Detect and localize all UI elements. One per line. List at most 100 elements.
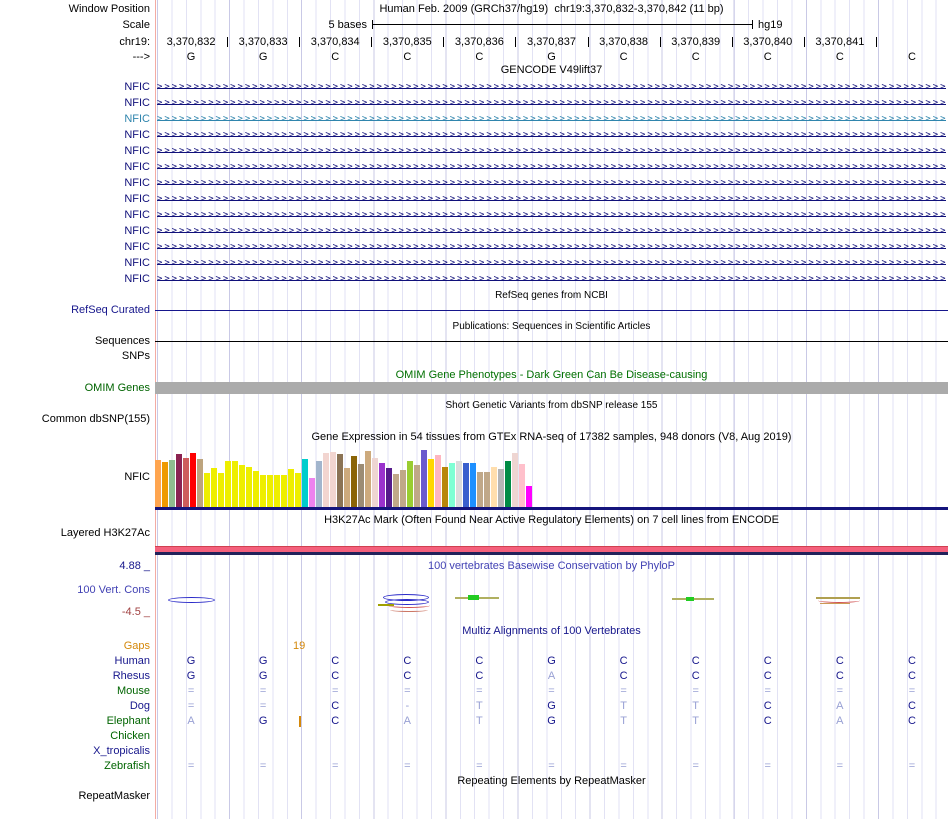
gencode-gene-label[interactable]: NFIC <box>124 97 150 109</box>
gtex-tissue-bar[interactable] <box>435 455 441 508</box>
gencode-gene-label[interactable]: NFIC <box>124 225 150 237</box>
gtex-tissue-bar[interactable] <box>351 456 357 508</box>
gtex-tissue-bar[interactable] <box>414 465 420 508</box>
gtex-tissue-bar[interactable] <box>491 467 497 508</box>
gencode-gene-label[interactable]: NFIC <box>124 129 150 141</box>
sequences-label[interactable]: Sequences <box>94 335 150 347</box>
gtex-tissue-bar[interactable] <box>449 463 455 508</box>
gtex-tissue-bar[interactable] <box>400 470 406 508</box>
repeatmasker-label[interactable]: RepeatMasker <box>78 790 150 802</box>
gencode-transcript-row[interactable]: >>>>>>>>>>>>>>>>>>>>>>>>>>>>>>>>>>>>>>>>… <box>157 241 946 255</box>
gtex-tissue-bar[interactable] <box>274 475 280 508</box>
gtex-tissue-bar[interactable] <box>477 472 483 508</box>
gtex-tissue-bar[interactable] <box>309 478 315 508</box>
gencode-gene-label[interactable]: NFIC <box>124 81 150 93</box>
gtex-tissue-bar[interactable] <box>463 463 469 508</box>
gtex-tissue-bar[interactable] <box>337 454 343 508</box>
multiz-species-label[interactable]: Chicken <box>110 730 150 742</box>
gencode-transcript-row[interactable]: >>>>>>>>>>>>>>>>>>>>>>>>>>>>>>>>>>>>>>>>… <box>157 145 946 159</box>
gtex-tissue-bar[interactable] <box>526 486 532 508</box>
gtex-tissue-bar[interactable] <box>155 460 161 508</box>
gencode-gene-label[interactable]: NFIC <box>124 209 150 221</box>
gencode-gene-label[interactable]: NFIC <box>124 177 150 189</box>
gtex-tissue-bar[interactable] <box>239 465 245 508</box>
gtex-tissue-bar[interactable] <box>218 473 224 508</box>
gencode-gene-label[interactable]: NFIC <box>124 257 150 269</box>
multiz-gaps-label[interactable]: Gaps <box>123 640 150 652</box>
gtex-tissue-bar[interactable] <box>204 473 210 508</box>
gtex-gene-label[interactable]: NFIC <box>124 471 150 483</box>
gtex-tissue-bar[interactable] <box>267 475 273 508</box>
gtex-tissue-bar[interactable] <box>176 454 182 508</box>
gtex-tissue-bar[interactable] <box>456 461 462 508</box>
gtex-tissue-bar[interactable] <box>323 453 329 508</box>
gtex-tissue-bar[interactable] <box>344 468 350 508</box>
conservation-label[interactable]: 100 Vert. Cons <box>77 584 150 596</box>
gencode-transcript-row[interactable]: >>>>>>>>>>>>>>>>>>>>>>>>>>>>>>>>>>>>>>>>… <box>157 113 946 127</box>
gtex-tissue-bar[interactable] <box>512 453 518 508</box>
multiz-species-label[interactable]: Mouse <box>116 685 150 697</box>
gencode-transcript-row[interactable]: >>>>>>>>>>>>>>>>>>>>>>>>>>>>>>>>>>>>>>>>… <box>157 97 946 111</box>
gtex-tissue-bar[interactable] <box>386 468 392 508</box>
gtex-tissue-bar[interactable] <box>358 464 364 508</box>
gtex-tissue-bar[interactable] <box>162 462 168 508</box>
gencode-gene-label[interactable]: NFIC <box>124 193 150 205</box>
gtex-tissue-bar[interactable] <box>281 475 287 508</box>
gtex-tissue-bar[interactable] <box>169 460 175 508</box>
gtex-tissue-bar[interactable] <box>428 459 434 508</box>
gencode-transcript-row[interactable]: >>>>>>>>>>>>>>>>>>>>>>>>>>>>>>>>>>>>>>>>… <box>157 225 946 239</box>
gtex-tissue-bar[interactable] <box>211 468 217 508</box>
gtex-tissue-bar[interactable] <box>225 461 231 508</box>
gtex-tissue-bar[interactable] <box>253 471 259 508</box>
gtex-tissue-bar[interactable] <box>421 450 427 508</box>
gencode-gene-label[interactable]: NFIC <box>124 145 150 157</box>
gtex-tissue-bar[interactable] <box>519 464 525 508</box>
omim-gene-bar[interactable] <box>155 382 948 394</box>
publications-sequence-line[interactable] <box>155 341 948 342</box>
gtex-tissue-bar[interactable] <box>330 452 336 508</box>
gencode-gene-label[interactable]: NFIC <box>124 113 150 125</box>
layered-h3k27ac-label[interactable]: Layered H3K27Ac <box>60 527 150 539</box>
gtex-tissue-bar[interactable] <box>372 458 378 508</box>
gtex-tissue-bar[interactable] <box>365 451 371 508</box>
gencode-gene-label[interactable]: NFIC <box>124 273 150 285</box>
gtex-tissue-bar[interactable] <box>316 461 322 508</box>
gencode-transcript-row[interactable]: >>>>>>>>>>>>>>>>>>>>>>>>>>>>>>>>>>>>>>>>… <box>157 257 946 271</box>
omim-genes-label[interactable]: OMIM Genes <box>84 382 150 394</box>
snps-label[interactable]: SNPs <box>121 350 150 362</box>
refseq-curated-label[interactable]: RefSeq Curated <box>71 304 150 316</box>
gencode-transcript-row[interactable]: >>>>>>>>>>>>>>>>>>>>>>>>>>>>>>>>>>>>>>>>… <box>157 209 946 223</box>
gtex-tissue-bar[interactable] <box>442 467 448 508</box>
gencode-transcript-row[interactable]: >>>>>>>>>>>>>>>>>>>>>>>>>>>>>>>>>>>>>>>>… <box>157 161 946 175</box>
gtex-tissue-bar[interactable] <box>484 472 490 508</box>
gencode-transcript-row[interactable]: >>>>>>>>>>>>>>>>>>>>>>>>>>>>>>>>>>>>>>>>… <box>157 81 946 95</box>
gencode-transcript-row[interactable]: >>>>>>>>>>>>>>>>>>>>>>>>>>>>>>>>>>>>>>>>… <box>157 177 946 191</box>
gtex-tissue-bar[interactable] <box>295 473 301 508</box>
gtex-tissue-bar[interactable] <box>470 463 476 508</box>
gtex-tissue-bar[interactable] <box>288 469 294 508</box>
gencode-transcript-row[interactable]: >>>>>>>>>>>>>>>>>>>>>>>>>>>>>>>>>>>>>>>>… <box>157 273 946 287</box>
gencode-gene-label[interactable]: NFIC <box>124 241 150 253</box>
gtex-tissue-bar[interactable] <box>190 453 196 508</box>
refseq-curated-gene-line[interactable] <box>155 310 948 311</box>
multiz-species-label[interactable]: Zebrafish <box>104 760 150 772</box>
multiz-species-label[interactable]: X_tropicalis <box>93 745 150 757</box>
gtex-tissue-bar[interactable] <box>260 475 266 508</box>
multiz-species-label[interactable]: Human <box>114 655 150 667</box>
multiz-species-label[interactable]: Dog <box>129 700 150 712</box>
gtex-tissue-bar[interactable] <box>246 467 252 508</box>
gencode-transcript-row[interactable]: >>>>>>>>>>>>>>>>>>>>>>>>>>>>>>>>>>>>>>>>… <box>157 193 946 207</box>
multiz-species-label[interactable]: Elephant <box>106 715 150 727</box>
gtex-tissue-bar[interactable] <box>197 459 203 508</box>
gtex-tissue-bar[interactable] <box>183 458 189 508</box>
gencode-transcript-row[interactable]: >>>>>>>>>>>>>>>>>>>>>>>>>>>>>>>>>>>>>>>>… <box>157 129 946 143</box>
gtex-tissue-bar[interactable] <box>407 461 413 508</box>
gtex-tissue-bar[interactable] <box>232 461 238 508</box>
gtex-tissue-bar[interactable] <box>505 461 511 508</box>
gtex-tissue-bar[interactable] <box>302 459 308 508</box>
common-dbsnp-label[interactable]: Common dbSNP(155) <box>41 413 150 425</box>
multiz-species-label[interactable]: Rhesus <box>112 670 150 682</box>
gtex-tissue-bar[interactable] <box>498 469 504 508</box>
gencode-gene-label[interactable]: NFIC <box>124 161 150 173</box>
gtex-tissue-bar[interactable] <box>379 463 385 508</box>
